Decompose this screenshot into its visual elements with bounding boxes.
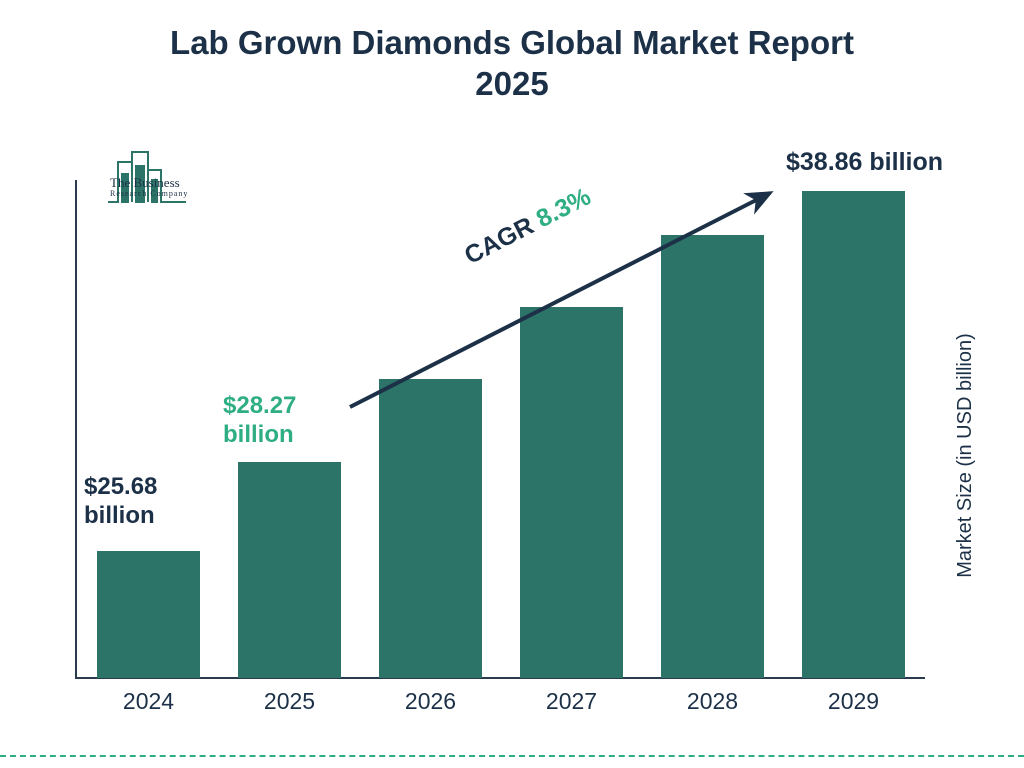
x-axis-label: 2026: [379, 688, 482, 715]
x-axis-label: 2028: [661, 688, 764, 715]
y-axis: [75, 180, 77, 678]
y-axis-label: Market Size (in USD billion): [953, 333, 976, 578]
bottom-divider: [0, 755, 1024, 757]
x-axis-label: 2024: [97, 688, 200, 715]
x-axis-label: 2025: [238, 688, 341, 715]
value-callout: $28.27 billion: [223, 392, 296, 450]
chart-title: Lab Grown Diamonds Global Market Report …: [0, 22, 1024, 105]
bar-2025: [238, 462, 341, 678]
bar-2026: [379, 379, 482, 678]
x-axis-label: 2029: [802, 688, 905, 715]
value-callout: $38.86 billion: [786, 147, 943, 177]
value-callout: $25.68 billion: [84, 473, 157, 531]
x-axis-label: 2027: [520, 688, 623, 715]
bar-2024: [97, 551, 200, 678]
bar-2029: [802, 191, 905, 678]
bar-2028: [661, 235, 764, 678]
x-axis: [75, 677, 925, 679]
bar-2027: [520, 307, 623, 678]
